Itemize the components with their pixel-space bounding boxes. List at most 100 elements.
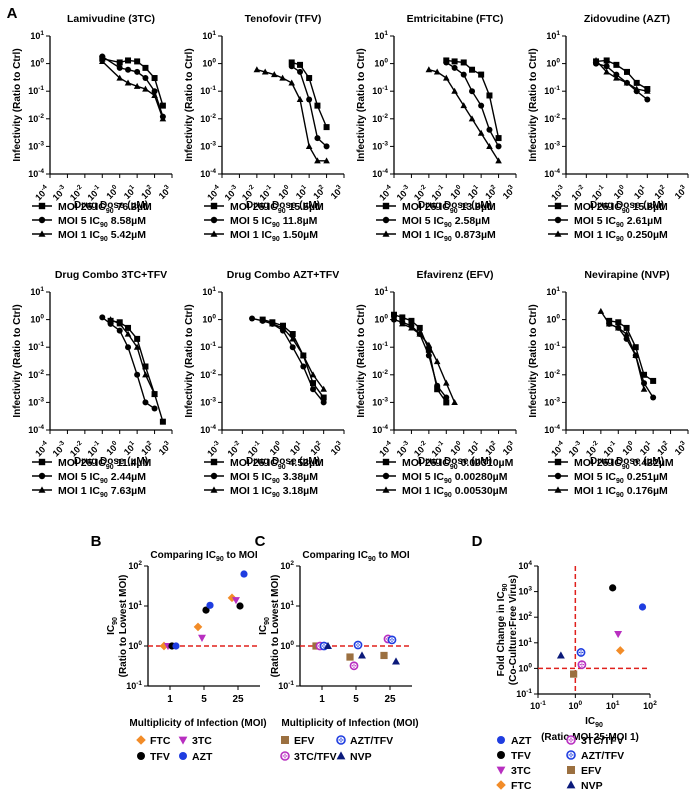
- chart-title: Comparing IC90 to MOI: [302, 550, 409, 563]
- data-point: [615, 319, 622, 326]
- data-point: [159, 418, 166, 425]
- chart-title: Tenofovir (TFV): [245, 13, 322, 25]
- legend-text: 3TC: [511, 765, 531, 777]
- marker-dot: [340, 737, 342, 739]
- x-axis-label: Drug Dose (µM): [74, 456, 148, 467]
- chart-title: Efavirenz (EFV): [416, 269, 493, 281]
- x-tick-label: 10-3: [50, 183, 69, 202]
- x-tick-label: 103: [328, 183, 346, 201]
- data-point: [193, 622, 203, 632]
- chart-title: Nevirapine (NVP): [584, 269, 669, 281]
- x-tick-label: 103: [328, 439, 346, 457]
- data-point: [442, 74, 450, 81]
- legend-marker: [38, 472, 46, 480]
- legend-text: MOI 25 IC90 15.5µM: [230, 201, 324, 215]
- marker-dot: [582, 664, 585, 666]
- legend-marker: [554, 472, 562, 480]
- data-point: [134, 335, 141, 342]
- data-point: [615, 646, 625, 655]
- legend-text: AZT/TFV: [350, 735, 393, 747]
- data-point: [425, 346, 432, 353]
- series-line: [110, 318, 156, 395]
- legend-B: FTC 3TC TFV AZT: [136, 735, 213, 763]
- data-point: [296, 96, 304, 103]
- data-point: [495, 157, 502, 164]
- marker-dot: [338, 739, 340, 741]
- marker-dot: [392, 639, 395, 641]
- legend-marker: [210, 458, 218, 466]
- data-point: [288, 79, 296, 86]
- data-point: [638, 603, 647, 611]
- y-tick-label: 102: [280, 560, 294, 571]
- x-tick-label: 103: [500, 439, 518, 457]
- data-point: [314, 102, 321, 109]
- data-point: [603, 68, 610, 75]
- marker-dot: [581, 651, 584, 654]
- data-point: [650, 377, 657, 384]
- data-point: [387, 635, 397, 645]
- y-tick-label: 10-4: [544, 168, 560, 179]
- legend-text: MOI 5 IC90 3.38µM: [230, 471, 318, 485]
- data-point: [614, 324, 622, 331]
- data-point: [306, 75, 313, 82]
- marker-dot: [342, 739, 344, 741]
- marker-dot: [353, 666, 355, 669]
- legend-marker: [382, 230, 390, 237]
- marker-dot: [581, 665, 583, 667]
- marker-dot: [391, 640, 393, 643]
- y-tick-label: 101: [30, 30, 44, 41]
- marker-dot: [357, 645, 359, 648]
- data-point: [288, 63, 295, 70]
- marker-dot: [353, 665, 355, 667]
- data-point: [116, 59, 123, 66]
- x-tick-label: 101: [637, 439, 655, 457]
- data-point: [399, 314, 406, 321]
- y-tick-label: 10-1: [544, 341, 560, 352]
- data-point: [320, 385, 327, 392]
- x-axis-label: Drug Dose (µM): [590, 456, 664, 467]
- data-point: [399, 320, 406, 327]
- data-point: [624, 68, 630, 75]
- data-point: [289, 335, 297, 342]
- y-tick-label: 10-4: [372, 424, 388, 435]
- data-point: [556, 651, 565, 659]
- x-tick-label: 103: [156, 439, 174, 457]
- data-point: [603, 63, 610, 70]
- y-tick-label: 101: [30, 286, 44, 297]
- y-tick-label: 10-4: [28, 168, 44, 179]
- y-axis-label: Fold Change in IC90: [496, 584, 509, 677]
- x-tick-label: 10-3: [394, 183, 413, 202]
- legend-D: AZT 3TC/TFV TFV AZT/TFV 3TC EFV FTC NVP: [496, 735, 624, 792]
- data-point: [613, 74, 620, 81]
- data-point: [314, 157, 321, 164]
- data-point: [469, 88, 476, 95]
- moi-chart-B: 10-1 100 101 102 1 5 25 Comparing IC90 to MOI IC…: [106, 550, 267, 729]
- y-tick-label: 10-3: [28, 140, 44, 151]
- y-axis-label: Infectivity (Ratio to Ctrl): [528, 48, 539, 161]
- data-point: [433, 358, 441, 365]
- x-tick-label: 100: [620, 439, 638, 457]
- data-point: [632, 352, 640, 359]
- data-point: [232, 597, 240, 605]
- data-point: [206, 601, 214, 609]
- fold-change-chart: 10-1 100 101 102 103 104 10-1 100 101 102 Fold Cha…: [496, 560, 657, 743]
- legend-text: MOI 1 IC90 0.00530µM: [402, 485, 508, 499]
- legend-marker: [382, 472, 390, 480]
- legend-marker: [136, 735, 146, 745]
- y-tick-label: 10-2: [200, 369, 216, 380]
- data-point: [240, 570, 248, 578]
- marker-dot: [317, 645, 320, 647]
- legend-text: MOI 5 IC90 8.58µM: [58, 215, 146, 229]
- data-point: [425, 341, 433, 348]
- x-tick-label: 100: [104, 183, 122, 201]
- y-tick-label: 100: [128, 640, 142, 651]
- data-point: [614, 630, 623, 639]
- data-point: [380, 651, 388, 660]
- series-line: [402, 323, 456, 403]
- data-point: [227, 593, 237, 603]
- data-point: [641, 371, 648, 378]
- data-point: [124, 330, 132, 337]
